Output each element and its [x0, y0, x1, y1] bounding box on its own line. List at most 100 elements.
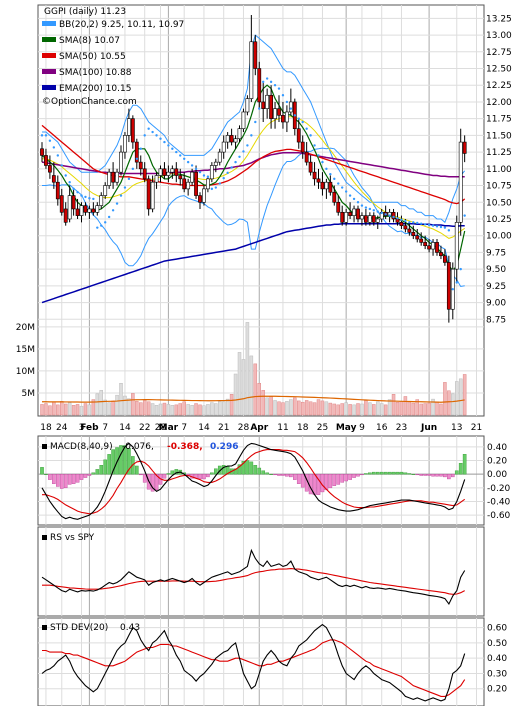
std-value: 0.43	[120, 623, 140, 633]
sar-dot	[88, 197, 91, 200]
macd-histogram-bar	[170, 470, 175, 475]
macd-histogram-bar	[458, 463, 463, 475]
sar-dot	[317, 154, 320, 157]
macd-histogram-bar	[127, 448, 131, 475]
volume-bar	[316, 399, 321, 416]
sar-dot	[420, 222, 423, 225]
price-tick-label: 10.00	[486, 232, 512, 242]
macd-histogram-bar	[328, 473, 333, 489]
macd-histogram-bar	[447, 473, 451, 480]
sar-dot	[60, 164, 63, 167]
sar-dot	[325, 167, 328, 171]
macd-histogram-bar	[261, 470, 266, 475]
candle-body	[103, 185, 108, 196]
sar-dot	[337, 182, 340, 185]
std-tick-label: 0.30	[487, 669, 507, 679]
candle-body	[138, 161, 143, 170]
sar-dot	[107, 215, 111, 219]
sar-dot	[293, 114, 296, 117]
volume-bar	[281, 402, 285, 416]
candle-body	[174, 168, 179, 176]
candle-body	[209, 165, 214, 180]
candle-body	[127, 118, 131, 136]
volume-bar	[87, 404, 92, 416]
sar-dot	[159, 137, 162, 140]
macd-histogram-bar	[383, 471, 388, 475]
sar-dot	[147, 127, 150, 130]
macd-histogram-bar	[316, 473, 321, 495]
candle-body	[146, 178, 151, 210]
candle-body	[320, 181, 325, 190]
sar-dot	[258, 107, 261, 110]
sar-dot	[416, 221, 419, 225]
candle-body	[371, 215, 376, 223]
macd-histogram-bar	[107, 454, 111, 475]
volume-bar	[48, 405, 52, 416]
macd-histogram-bar	[296, 473, 301, 484]
sar-dot	[64, 174, 67, 177]
sar-dot	[463, 214, 466, 217]
macd-histogram-bar	[174, 469, 179, 475]
sar-dot	[115, 202, 119, 205]
sar-dot	[206, 175, 210, 179]
macd-histogram-bar	[48, 473, 52, 480]
price-tick-label: 13.25	[486, 14, 512, 24]
candle-body	[269, 94, 274, 119]
candle-body	[71, 195, 76, 210]
candle-body	[40, 148, 44, 156]
legend-swatch-ema200	[42, 85, 56, 90]
price-tick-label: 9.50	[486, 265, 506, 275]
price-tick-label: 13.00	[486, 31, 512, 41]
candle-body	[332, 191, 337, 203]
volume-bar	[103, 399, 107, 416]
price-tick-label: 8.75	[486, 315, 506, 325]
candle-body	[51, 175, 56, 183]
candle-body	[59, 195, 64, 213]
macd-histogram-bar	[344, 473, 348, 482]
x-tick-label: 7	[181, 423, 187, 433]
x-tick-label: Mar	[159, 423, 179, 433]
sar-dot	[262, 80, 265, 84]
volume-bar	[324, 401, 329, 416]
candle-body	[44, 155, 48, 166]
volume-bar	[150, 403, 155, 416]
candle-body	[296, 128, 301, 143]
macd-histogram-bar	[332, 473, 337, 486]
macd-histogram-bar	[59, 473, 64, 489]
volume-bar	[257, 383, 261, 416]
volume-bar	[435, 401, 439, 416]
std-title: STD DEV(20)	[50, 623, 108, 633]
candle-body	[162, 168, 167, 176]
macd-tick-label: -0.20	[487, 484, 511, 494]
price-tick-label: 9.25	[486, 282, 506, 292]
macd-histogram-bar	[427, 473, 431, 476]
macd-histogram-bar	[237, 464, 242, 475]
macd-histogram-bar	[356, 473, 360, 477]
watermark: ©OptionChance.com	[42, 97, 137, 107]
candle-body	[225, 135, 230, 143]
sar-dot	[269, 80, 273, 84]
macd-title: MACD(8,40,9)	[50, 442, 113, 452]
candle-body	[233, 138, 238, 143]
macd-histogram-bar	[202, 473, 206, 480]
candle-body	[462, 141, 467, 154]
candle-body	[261, 101, 266, 109]
sar-dot	[80, 194, 83, 197]
sar-dot	[143, 134, 146, 137]
macd-histogram-bar	[289, 473, 293, 478]
legend-swatch-bb	[42, 21, 56, 26]
volume-bar	[431, 398, 435, 416]
price-tick-label: 12.25	[486, 81, 512, 91]
candle-body	[344, 211, 349, 223]
legend-sma100: SMA(100) 10.88	[59, 68, 132, 78]
macd-tick-label: 0.40	[487, 443, 507, 453]
volume-bar	[265, 397, 269, 416]
macd-histogram-bar	[368, 472, 372, 475]
sar-dot	[376, 210, 379, 213]
volume-bar	[52, 401, 56, 416]
macd-histogram-bar	[142, 473, 147, 483]
price-tick-label: 9.75	[486, 248, 506, 258]
candle-body	[439, 252, 443, 257]
volume-bar	[131, 393, 135, 416]
